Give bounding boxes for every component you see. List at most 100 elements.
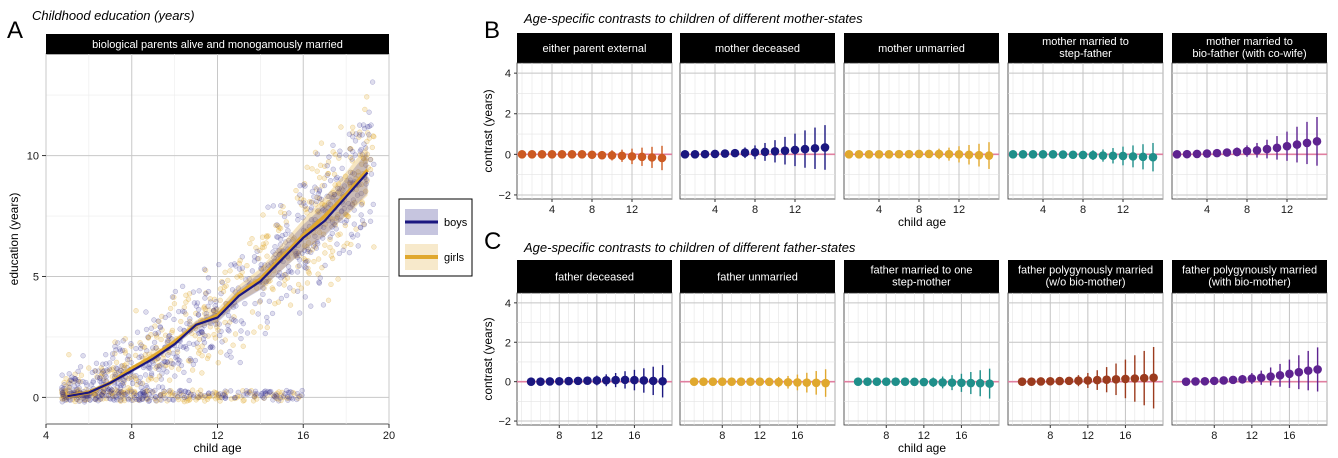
scatter-point (232, 395, 238, 402)
scatter-point (110, 396, 116, 402)
scatter-point (300, 215, 306, 221)
scatter-point (110, 365, 117, 371)
data-point (746, 377, 755, 386)
data-point (648, 376, 658, 386)
scatter-point (121, 362, 128, 369)
scatter-point (97, 375, 103, 381)
data-point (760, 147, 770, 157)
legend-label-boys: boys (444, 217, 468, 229)
data-point (984, 151, 994, 160)
scatter-point (183, 299, 189, 305)
scatter-point (115, 389, 121, 395)
scatter-point (344, 177, 350, 184)
scatter-point (294, 249, 300, 255)
scatter-point (125, 353, 132, 359)
scatter-point (143, 382, 149, 389)
scatter-point (172, 392, 178, 399)
data-point (1118, 151, 1128, 161)
scatter-point (340, 247, 346, 253)
scatter-point (265, 204, 271, 210)
scatter-point (306, 248, 312, 255)
scatter-point (134, 329, 141, 335)
scatter-point (258, 265, 264, 272)
data-point (689, 377, 699, 386)
scatter-point (210, 307, 216, 314)
scatter-point (140, 396, 146, 402)
data-point (938, 378, 947, 387)
scatter-point (59, 399, 65, 405)
scatter-point (59, 387, 65, 393)
data-point (1272, 143, 1282, 153)
x-tick-label: 4 (1204, 204, 1210, 216)
scatter-point (316, 174, 323, 181)
data-point (680, 150, 690, 159)
scatter-point (98, 396, 104, 402)
scatter-point (217, 391, 223, 397)
scatter-point (153, 394, 159, 400)
scatter-point (95, 390, 101, 397)
scatter-point (149, 389, 155, 395)
scatter-point (354, 192, 361, 198)
x-tick-label: 12 (211, 430, 223, 442)
scatter-point (73, 396, 80, 402)
scatter-point (334, 174, 340, 181)
scatter-point (234, 395, 240, 401)
scatter-point (131, 373, 137, 379)
x-tick-label: 12 (591, 430, 603, 442)
scatter-point (329, 216, 336, 222)
scatter-point (141, 390, 147, 396)
scatter-point (127, 388, 133, 394)
scatter-point (355, 243, 361, 249)
scatter-point (128, 376, 134, 382)
scatter-point (148, 376, 155, 382)
scatter-point (277, 242, 284, 248)
scatter-point (97, 378, 103, 384)
scatter-point (83, 379, 89, 386)
scatter-point (344, 240, 350, 247)
scatter-point (72, 376, 78, 382)
scatter-point (95, 368, 102, 374)
scatter-point (252, 392, 259, 398)
facet-plot-area (516, 62, 673, 200)
scatter-point (211, 389, 217, 395)
scatter-point (197, 330, 203, 336)
scatter-point (187, 356, 193, 362)
scatter-point (120, 377, 126, 383)
scatter-point (66, 352, 72, 358)
scatter-point (228, 262, 234, 268)
scatter-point (159, 313, 165, 320)
x-tick-label: 8 (916, 204, 922, 216)
y-tick-label: −2 (498, 416, 511, 428)
scatter-point (316, 279, 322, 285)
scatter-point (110, 355, 116, 361)
scatter-point (219, 278, 225, 285)
data-point (1074, 376, 1083, 385)
scatter-point (215, 327, 221, 333)
scatter-point (347, 169, 354, 175)
scatter-point (328, 281, 334, 288)
scatter-point (329, 255, 336, 262)
scatter-point (257, 299, 263, 305)
scatter-point (133, 345, 139, 352)
data-point (690, 150, 700, 159)
scatter-point (329, 224, 335, 230)
scatter-point (166, 333, 172, 340)
scatter-point (320, 207, 326, 213)
scatter-point (240, 398, 246, 404)
scatter-point (93, 360, 100, 366)
scatter-point (296, 393, 302, 399)
data-point (1148, 152, 1158, 162)
scatter-point (187, 321, 193, 328)
scatter-point (131, 391, 137, 397)
scatter-point (350, 197, 357, 203)
x-tick-label: 12 (1246, 430, 1258, 442)
scatter-point (99, 391, 106, 397)
facet-panel: mother married to step-father 4 8 12 (1007, 33, 1164, 216)
scatter-point (154, 364, 160, 370)
x-tick-label: 4 (549, 204, 555, 216)
scatter-point (101, 390, 107, 396)
scatter-point (168, 388, 174, 394)
scatter-point (62, 388, 68, 394)
scatter-point (227, 319, 233, 325)
scatter-point (345, 200, 352, 207)
